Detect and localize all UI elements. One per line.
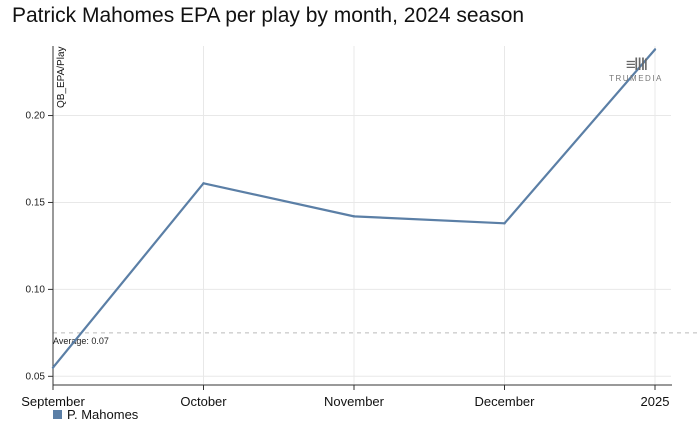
data-point: [503, 222, 506, 225]
legend-swatch: [53, 410, 62, 419]
axes: [52, 46, 672, 386]
data-point: [653, 48, 657, 51]
x-tick-label: 2025: [641, 394, 670, 409]
trumedia-logo: ≡ⅢI TRUMEDIA: [606, 55, 666, 84]
x-tick-label: September: [21, 394, 85, 409]
average-label: Average: 0.07: [53, 336, 109, 346]
gridlines: [53, 46, 671, 385]
data-point: [352, 215, 356, 218]
y-axis-label: QB_EPA/Play: [56, 46, 67, 108]
data-point: [51, 366, 55, 369]
legend: P. Mahomes: [53, 407, 138, 422]
trumedia-mark-icon: ≡ⅢI: [625, 55, 648, 74]
x-tick-label: November: [324, 394, 385, 409]
y-tick-label: 0.15: [26, 197, 46, 208]
y-tick-labels: 0.05 0.10 0.15 0.20: [26, 111, 53, 382]
chart-title: Patrick Mahomes EPA per play by month, 2…: [12, 4, 525, 27]
legend-label: P. Mahomes: [67, 407, 139, 422]
data-point: [202, 182, 205, 185]
x-tick-labels: September October November December 2025: [21, 385, 669, 409]
trumedia-wordmark: TRUMEDIA: [609, 74, 663, 83]
y-tick-label: 0.20: [26, 111, 46, 122]
y-tick-label: 0.10: [26, 284, 46, 295]
y-tick-label: 0.05: [26, 371, 46, 382]
x-tick-label: December: [475, 394, 536, 409]
x-tick-label: October: [180, 394, 227, 409]
